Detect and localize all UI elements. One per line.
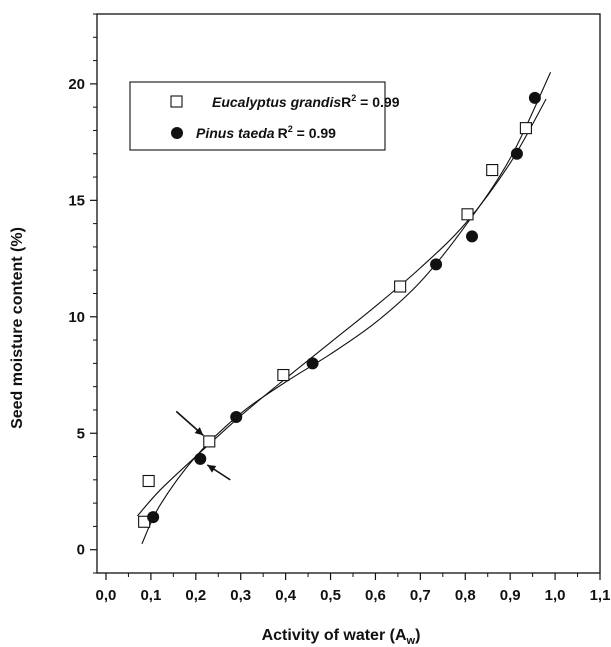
fit-curve-pinus: [141, 71, 552, 545]
y-axis-title-group: Seed moisture content (%): [9, 227, 26, 429]
data-point-pinus: [430, 258, 443, 271]
data-point-pinus: [510, 147, 523, 160]
y-axis-title: Seed moisture content (%): [9, 227, 26, 429]
data-point-pinus: [466, 230, 479, 243]
x-axis-title-close: ): [415, 627, 420, 644]
data-point-eucalyptus: [203, 435, 216, 448]
fit-curves: [137, 71, 552, 545]
x-tick-label: 1,0: [545, 587, 566, 604]
data-point-eucalyptus: [142, 474, 155, 488]
data-point-pinus: [230, 410, 243, 423]
legend-r2-sup-pinus: 2: [288, 124, 293, 134]
data-point-eucalyptus: [486, 164, 499, 177]
legend-r2-pinus: R: [278, 125, 288, 141]
legend-marker-pinus: [171, 127, 183, 139]
x-tick-label: 0,0: [96, 587, 117, 604]
x-tick-label: 0,3: [230, 587, 251, 604]
data-point-pinus: [306, 357, 319, 370]
x-tick-label: 0,8: [455, 587, 476, 604]
y-tick-label: 10: [68, 309, 85, 326]
y-tick-label: 0: [77, 542, 85, 559]
axis-tick-labels: 0,0 0,1 0,2 0,3 0,4 0,5 0,6 0,7 0,8 0,9 1,0 1,1 0 5 10…: [68, 76, 610, 604]
data-point-pinus: [147, 511, 160, 524]
x-axis-title-main: Activity of water (A: [262, 627, 407, 644]
x-tick-label: 0,6: [365, 587, 386, 604]
arrow-to-pinus-point: [206, 464, 231, 481]
x-tick-label: 0,5: [320, 587, 341, 604]
legend-marker-eucalyptus: [170, 95, 183, 108]
legend-r2-value-pinus: = 0.99: [293, 125, 336, 141]
annotation-arrows: [175, 410, 231, 481]
data-point-pinus: [528, 91, 541, 104]
x-tick-label: 0,1: [140, 587, 161, 604]
x-axis-title: Activity of water (Aw): [262, 627, 421, 647]
legend: Eucalyptus grandisR2 = 0.99 Pinus taeda R…: [129, 81, 400, 151]
data-point-eucalyptus: [394, 280, 407, 293]
x-tick-label: 1,1: [590, 587, 611, 604]
data-point-pinus: [194, 452, 207, 465]
legend-r2-sup-eucalyptus: 2: [351, 93, 356, 103]
x-axis-title-subscript: w: [406, 635, 416, 647]
legend-series-name-pinus: Pinus taeda: [196, 125, 275, 141]
x-tick-label: 0,4: [275, 587, 297, 604]
legend-box: [129, 81, 386, 151]
legend-label-eucalyptus: Eucalyptus grandisR2 = 0.99: [212, 93, 400, 110]
data-points: [138, 91, 541, 528]
legend-r2-value-eucalyptus: = 0.99: [356, 94, 399, 110]
x-tick-label: 0,2: [185, 587, 206, 604]
data-point-eucalyptus: [277, 368, 290, 382]
legend-series-name-eucalyptus: Eucalyptus grandis: [212, 94, 341, 110]
x-tick-label: 0,7: [410, 587, 431, 604]
arrow-to-eucalyptus-point: [175, 410, 204, 436]
y-tick-label: 15: [68, 192, 85, 209]
data-point-eucalyptus: [461, 208, 474, 221]
y-tick-label: 5: [77, 425, 85, 442]
axis-ticks: [90, 13, 601, 580]
legend-r2-eucalyptus: R: [341, 94, 351, 110]
x-tick-label: 0,9: [500, 587, 521, 604]
y-tick-label: 20: [68, 76, 85, 93]
data-point-eucalyptus: [519, 122, 532, 135]
legend-label-pinus: Pinus taeda R2 = 0.99: [196, 124, 336, 141]
